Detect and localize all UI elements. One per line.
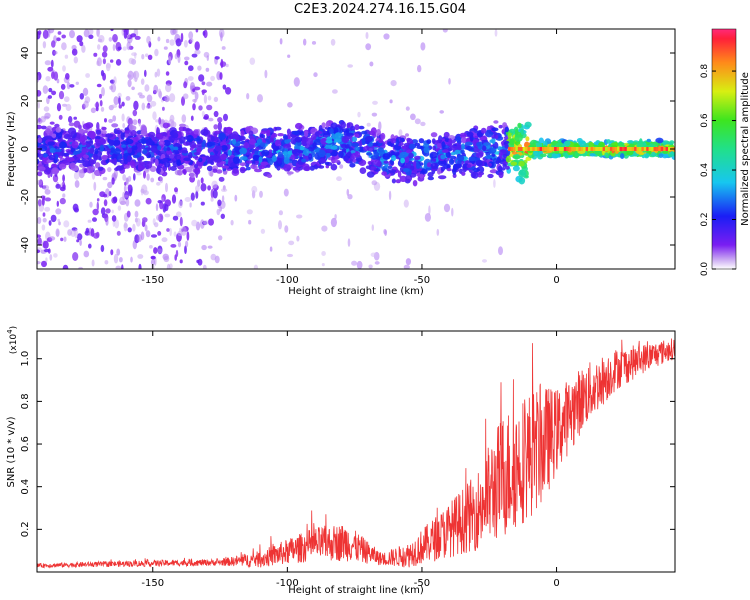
spectrogram-xlabel: Height of straight line (km): [288, 286, 424, 297]
snr-ytick-label: 0.4: [20, 479, 31, 495]
spectrogram-ytick-label: -40: [20, 237, 31, 253]
snr-xtick-label: 0: [553, 578, 559, 589]
colorbar-tick-label: 0.0: [700, 262, 710, 277]
spectrogram-ytick-label: 20: [20, 95, 31, 108]
spectrogram-ylabel: Frequency (Hz): [6, 111, 17, 187]
colorbar-gradient: [711, 28, 737, 270]
snr-multiplier-base: (x10: [9, 334, 19, 355]
snr-series-line: [37, 338, 675, 569]
colorbar-tick-label: 0.6: [700, 113, 710, 128]
spectrogram-ytick-label: -20: [20, 189, 31, 205]
snr-ytick-label: 0.2: [20, 521, 31, 537]
snr-xtick-label: -100: [276, 578, 299, 589]
colorbar-tick-label: 0.2: [700, 212, 710, 226]
spectrogram-xtick-label: -50: [414, 275, 430, 286]
spectrogram-xtick-label: 0: [553, 275, 559, 286]
snr-multiplier-exp: 4: [6, 329, 14, 334]
snr-multiplier: (x104): [6, 326, 19, 354]
snr-ytick-label: 0.6: [20, 436, 31, 452]
snr-ylabel: SNR (10 * v/v): [6, 416, 17, 487]
spectrogram-panel: -150 -100 -50 0 -40 -20 0 20 40 Height of strai…: [6, 28, 676, 297]
snr-ytick-label: 1.0: [20, 351, 31, 367]
spectrogram-ytick-label: 0: [20, 146, 31, 152]
spectrogram-ytick-label: 40: [20, 47, 31, 60]
figure-title: C2E3.2024.274.16.15.G04: [294, 2, 466, 17]
snr-ytick-label: 0.8: [20, 393, 31, 409]
snr-panel: -150 -100 -50 0 0.2 0.4 0.6 0.8 1.0 Height of s…: [6, 326, 676, 596]
svg-text:(x104): (x104): [6, 326, 19, 354]
colorbar: 0.0 0.2 0.4 0.6 0.8 Normalized spectral ampl…: [700, 28, 750, 277]
colorbar-label: Normalized spectral amplitude: [740, 72, 750, 226]
snr-frame: [36, 330, 676, 573]
snr-xlabel: Height of straight line (km): [288, 585, 424, 596]
colorbar-tick-label: 0.8: [700, 64, 710, 79]
colorbar-tick-label: 0.4: [700, 163, 710, 178]
snr-xtick-label: -150: [141, 578, 164, 589]
spectrogram-heatmap: [37, 29, 675, 269]
spectrogram-xtick-label: -100: [276, 275, 299, 286]
spectrogram-xtick-label: -150: [141, 275, 164, 286]
snr-xtick-label: -50: [414, 578, 430, 589]
